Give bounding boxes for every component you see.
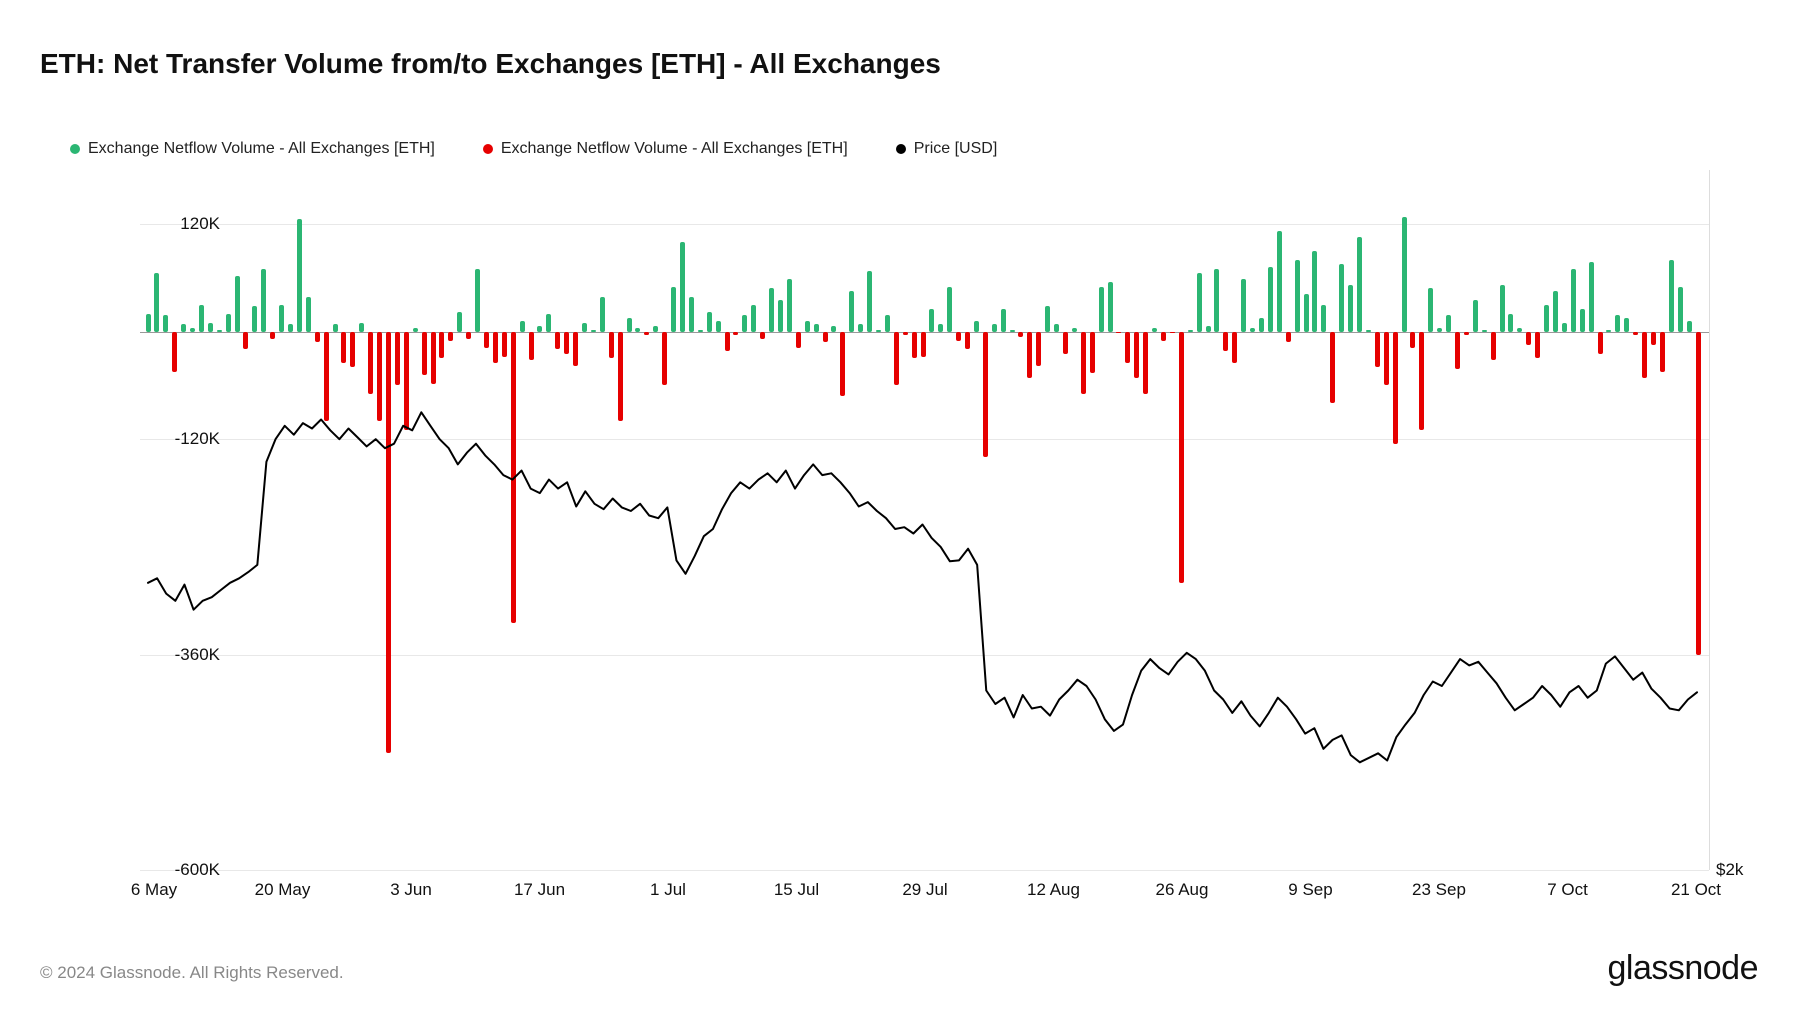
- x-axis-tick-label: 17 Jun: [514, 880, 565, 900]
- price-line: [148, 412, 1697, 762]
- x-axis-tick-label: 1 Jul: [650, 880, 686, 900]
- y-axis-tick-label: -360K: [110, 645, 220, 665]
- chart-title: ETH: Net Transfer Volume from/to Exchang…: [40, 48, 941, 80]
- legend-item-price: Price [USD]: [896, 140, 998, 158]
- x-axis-tick-label: 20 May: [255, 880, 311, 900]
- legend-item-negative: Exchange Netflow Volume - All Exchanges …: [483, 140, 848, 158]
- legend: Exchange Netflow Volume - All Exchanges …: [70, 140, 997, 158]
- y-axis-tick-label: -600K: [110, 860, 220, 880]
- x-axis-tick-label: 26 Aug: [1156, 880, 1209, 900]
- legend-item-positive: Exchange Netflow Volume - All Exchanges …: [70, 140, 435, 158]
- x-axis-tick-label: 6 May: [131, 880, 177, 900]
- legend-dot-positive-icon: [70, 144, 80, 154]
- legend-label: Price [USD]: [914, 140, 998, 158]
- y-axis-tick-label: 120K: [110, 214, 220, 234]
- gridline: [140, 870, 1709, 871]
- y2-axis-tick-label: $2k: [1716, 860, 1743, 880]
- x-axis-tick-label: 29 Jul: [902, 880, 947, 900]
- legend-dot-price-icon: [896, 144, 906, 154]
- y-axis-tick-label: -120K: [110, 429, 220, 449]
- chart-plot-area: [140, 170, 1710, 870]
- legend-dot-negative-icon: [483, 144, 493, 154]
- brand-logo: glassnode: [1607, 949, 1758, 988]
- x-axis-tick-label: 7 Oct: [1547, 880, 1588, 900]
- x-axis-tick-label: 21 Oct: [1671, 880, 1721, 900]
- legend-label: Exchange Netflow Volume - All Exchanges …: [88, 140, 435, 158]
- x-axis-tick-label: 15 Jul: [774, 880, 819, 900]
- price-line-layer: [140, 170, 1709, 870]
- x-axis-tick-label: 12 Aug: [1027, 880, 1080, 900]
- x-axis-tick-label: 9 Sep: [1288, 880, 1332, 900]
- legend-label: Exchange Netflow Volume - All Exchanges …: [501, 140, 848, 158]
- x-axis-tick-label: 23 Sep: [1412, 880, 1466, 900]
- copyright-text: © 2024 Glassnode. All Rights Reserved.: [40, 963, 344, 983]
- x-axis-tick-label: 3 Jun: [390, 880, 432, 900]
